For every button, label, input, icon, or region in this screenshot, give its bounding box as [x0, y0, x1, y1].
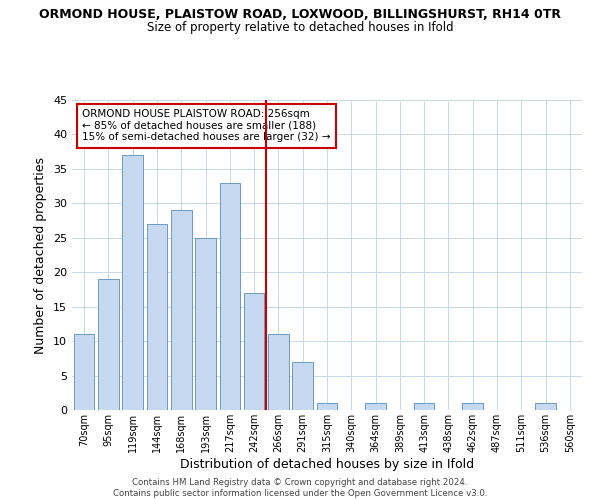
- X-axis label: Distribution of detached houses by size in Ifold: Distribution of detached houses by size …: [180, 458, 474, 470]
- Bar: [220, 182, 240, 410]
- Text: ORMOND HOUSE PLAISTOW ROAD: 256sqm
← 85% of detached houses are smaller (188)
15: ORMOND HOUSE PLAISTOW ROAD: 256sqm ← 85%…: [82, 110, 331, 142]
- Text: ORMOND HOUSE, PLAISTOW ROAD, LOXWOOD, BILLINGSHURST, RH14 0TR: ORMOND HOUSE, PLAISTOW ROAD, LOXWOOD, BI…: [39, 8, 561, 20]
- Text: Contains HM Land Registry data © Crown copyright and database right 2024.
Contai: Contains HM Land Registry data © Crown c…: [113, 478, 487, 498]
- Bar: [171, 210, 191, 410]
- Bar: [292, 362, 313, 410]
- Bar: [317, 403, 337, 410]
- Bar: [535, 403, 556, 410]
- Bar: [122, 155, 143, 410]
- Text: Size of property relative to detached houses in Ifold: Size of property relative to detached ho…: [146, 21, 454, 34]
- Bar: [414, 403, 434, 410]
- Bar: [74, 334, 94, 410]
- Bar: [146, 224, 167, 410]
- Bar: [244, 293, 265, 410]
- Bar: [195, 238, 216, 410]
- Bar: [365, 403, 386, 410]
- Bar: [463, 403, 483, 410]
- Bar: [98, 279, 119, 410]
- Y-axis label: Number of detached properties: Number of detached properties: [34, 156, 47, 354]
- Bar: [268, 334, 289, 410]
